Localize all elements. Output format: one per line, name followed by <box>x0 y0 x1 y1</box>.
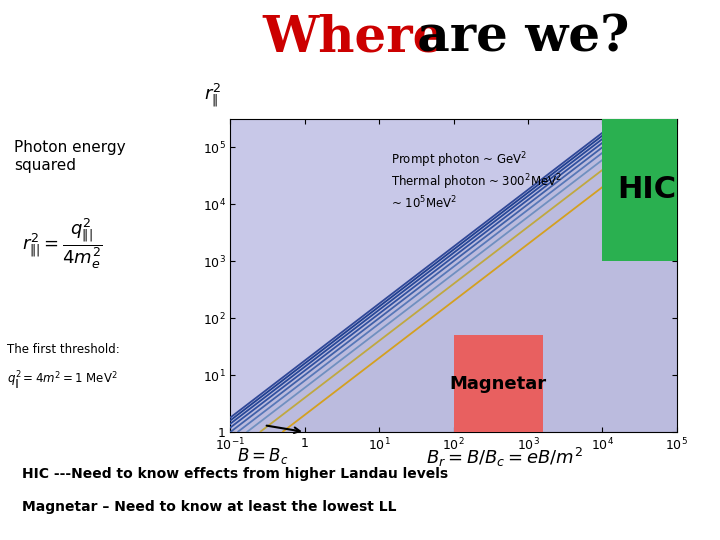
Text: HIC: HIC <box>618 176 677 205</box>
Text: HIC ---Need to know effects from higher Landau levels: HIC ---Need to know effects from higher … <box>22 467 448 481</box>
Text: $r_{\||}^{2} = \dfrac{q_{\||}^{2}}{4m_e^{2}}$: $r_{\||}^{2} = \dfrac{q_{\||}^{2}}{4m_e^… <box>22 216 102 271</box>
Text: $q_{\|}^2 = 4m^2 = 1\ \mathrm{MeV}^2$: $q_{\|}^2 = 4m^2 = 1\ \mathrm{MeV}^2$ <box>7 370 118 392</box>
Text: Magnetar: Magnetar <box>450 375 546 393</box>
Bar <box>454 335 543 432</box>
Text: $r_{\|}^{2}$: $r_{\|}^{2}$ <box>204 82 221 110</box>
Text: $B_r = B/B_c = eB/m^2$: $B_r = B/B_c = eB/m^2$ <box>426 446 582 469</box>
Text: are we?: are we? <box>400 14 629 62</box>
Bar <box>603 119 692 261</box>
Text: Magnetar – Need to know at least the lowest LL: Magnetar – Need to know at least the low… <box>22 500 396 514</box>
Text: The first threshold:: The first threshold: <box>7 343 120 356</box>
Text: Where: Where <box>263 14 445 62</box>
Text: Photon energy
squared: Photon energy squared <box>14 140 126 173</box>
Text: Prompt photon ~ GeV$^2$
Thermal photon ~ 300$^2$MeV$^2$
~ 10$^5$MeV$^2$: Prompt photon ~ GeV$^2$ Thermal photon ~… <box>391 150 562 212</box>
Text: $B=B_c$: $B=B_c$ <box>237 446 289 465</box>
